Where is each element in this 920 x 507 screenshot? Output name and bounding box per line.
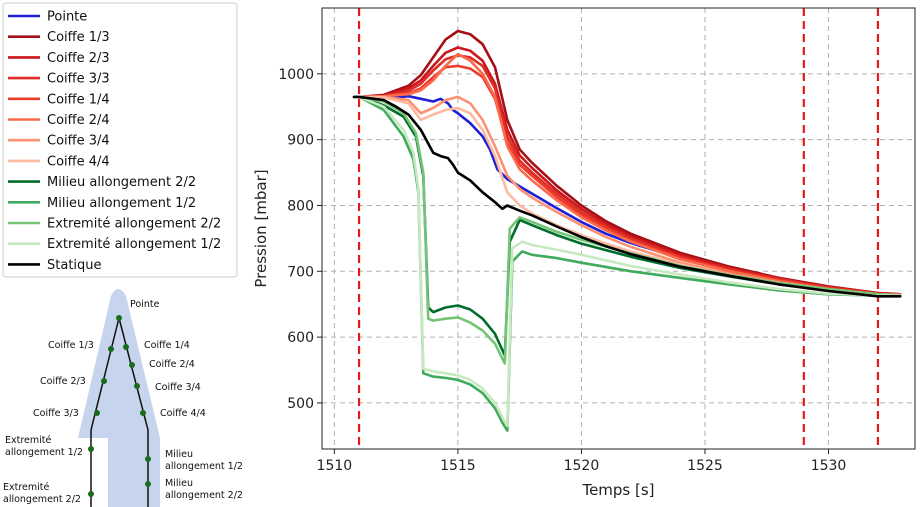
series-lines [352, 29, 902, 432]
probe-point [134, 383, 140, 389]
probe-point [140, 410, 146, 416]
x-tick-label: 1520 [564, 458, 600, 474]
legend-label: Coiffe 4/4 [47, 154, 110, 169]
legend-label: Pointe [47, 10, 87, 25]
y-axis-label: Pression [mbar] [252, 169, 270, 287]
legend-label: Milieu allongement 1/2 [47, 196, 196, 211]
probe-label-ext-1-2-line2: allongement 1/2 [5, 447, 83, 458]
x-tick-label: 1530 [811, 458, 847, 474]
probe-label-coiffe-3-3: Coiffe 3/3 [33, 408, 79, 419]
series-line-12 [352, 95, 902, 298]
probe-label-coiffe-2-3: Coiffe 2/3 [40, 376, 86, 387]
legend-label: Coiffe 2/4 [47, 113, 110, 128]
y-tick-label: 500 [287, 396, 314, 412]
series-line-2 [352, 46, 902, 296]
probe-point [88, 446, 94, 452]
series-line-3 [352, 54, 902, 297]
legend: Pointe Coiffe 1/3 Coiffe 2/3 Coiffe 3/3 Coif… [2, 2, 238, 278]
probe-point [101, 378, 107, 384]
series-line-8 [352, 95, 902, 357]
legend-label: Milieu allongement 2/2 [47, 175, 196, 190]
probe-label-coiffe-3-4: Coiffe 3/4 [155, 382, 201, 393]
probe-label-coiffe-4-4: Coiffe 4/4 [160, 408, 206, 419]
probe-body [78, 289, 160, 507]
legend-label: Extremité allongement 1/2 [47, 237, 221, 252]
series-line-5 [352, 52, 902, 297]
y-tick-label: 700 [287, 264, 314, 280]
axis-ticks: 1510 1515 1520 1525 1530 500 600 700 800 900 1000 [278, 67, 846, 474]
legend-label: Extremité allongement 2/2 [47, 217, 221, 232]
series-line-9 [352, 95, 902, 432]
probe-points [88, 315, 151, 497]
probe-point [88, 491, 94, 497]
probe-label-mil-2-2-line2: allongement 2/2 [165, 490, 243, 501]
x-tick-label: 1515 [440, 458, 476, 474]
event-markers [357, 8, 880, 449]
probe-label-coiffe-1-3: Coiffe 1/3 [48, 340, 94, 351]
probe-point [145, 481, 151, 487]
y-tick-label: 800 [287, 198, 314, 214]
probe-label-mil-1-2-line1: Milieu [165, 449, 193, 460]
probe-label-pointe: Pointe [130, 299, 160, 310]
legend-frame [2, 2, 238, 278]
probe-point [108, 346, 114, 352]
probe-point [116, 315, 122, 321]
probe-point [123, 344, 129, 350]
legend-label: Coiffe 2/3 [47, 51, 110, 66]
probe-label-mil-2-2-line1: Milieu [165, 478, 193, 489]
legend-label: Coiffe 1/3 [47, 30, 110, 45]
probe-point [94, 410, 100, 416]
grid [322, 8, 915, 449]
probe-label-mil-1-2-line2: allongement 1/2 [165, 461, 243, 472]
probe-label-ext-2-2-line2: allongement 2/2 [3, 494, 81, 505]
probe-label-ext-2-2-line1: Extremité [3, 482, 50, 493]
plot-frame [321, 7, 916, 450]
probe-point [145, 456, 151, 462]
probe-label-ext-1-2-line1: Extremité [5, 435, 52, 446]
legend-label: Statique [47, 258, 102, 273]
probe-diagram: Pointe Coiffe 1/3 Coiffe 2/3 Coiffe 3/3 … [3, 289, 243, 507]
legend-label: Coiffe 3/4 [47, 134, 110, 149]
x-tick-label: 1510 [317, 458, 353, 474]
series-line-11 [352, 95, 902, 428]
y-tick-label: 900 [287, 133, 314, 149]
series-line-10 [352, 95, 902, 365]
probe-label-coiffe-1-4: Coiffe 1/4 [144, 340, 190, 351]
legend-label: Coiffe 1/4 [47, 92, 110, 107]
x-axis-label: Temps [s] [581, 481, 654, 499]
x-tick-label: 1525 [687, 458, 723, 474]
legend-label: Coiffe 3/3 [47, 72, 110, 87]
probe-point [129, 362, 135, 368]
y-tick-label: 600 [287, 330, 314, 346]
y-tick-label: 1000 [278, 67, 314, 83]
probe-label-coiffe-2-4: Coiffe 2/4 [149, 359, 195, 370]
